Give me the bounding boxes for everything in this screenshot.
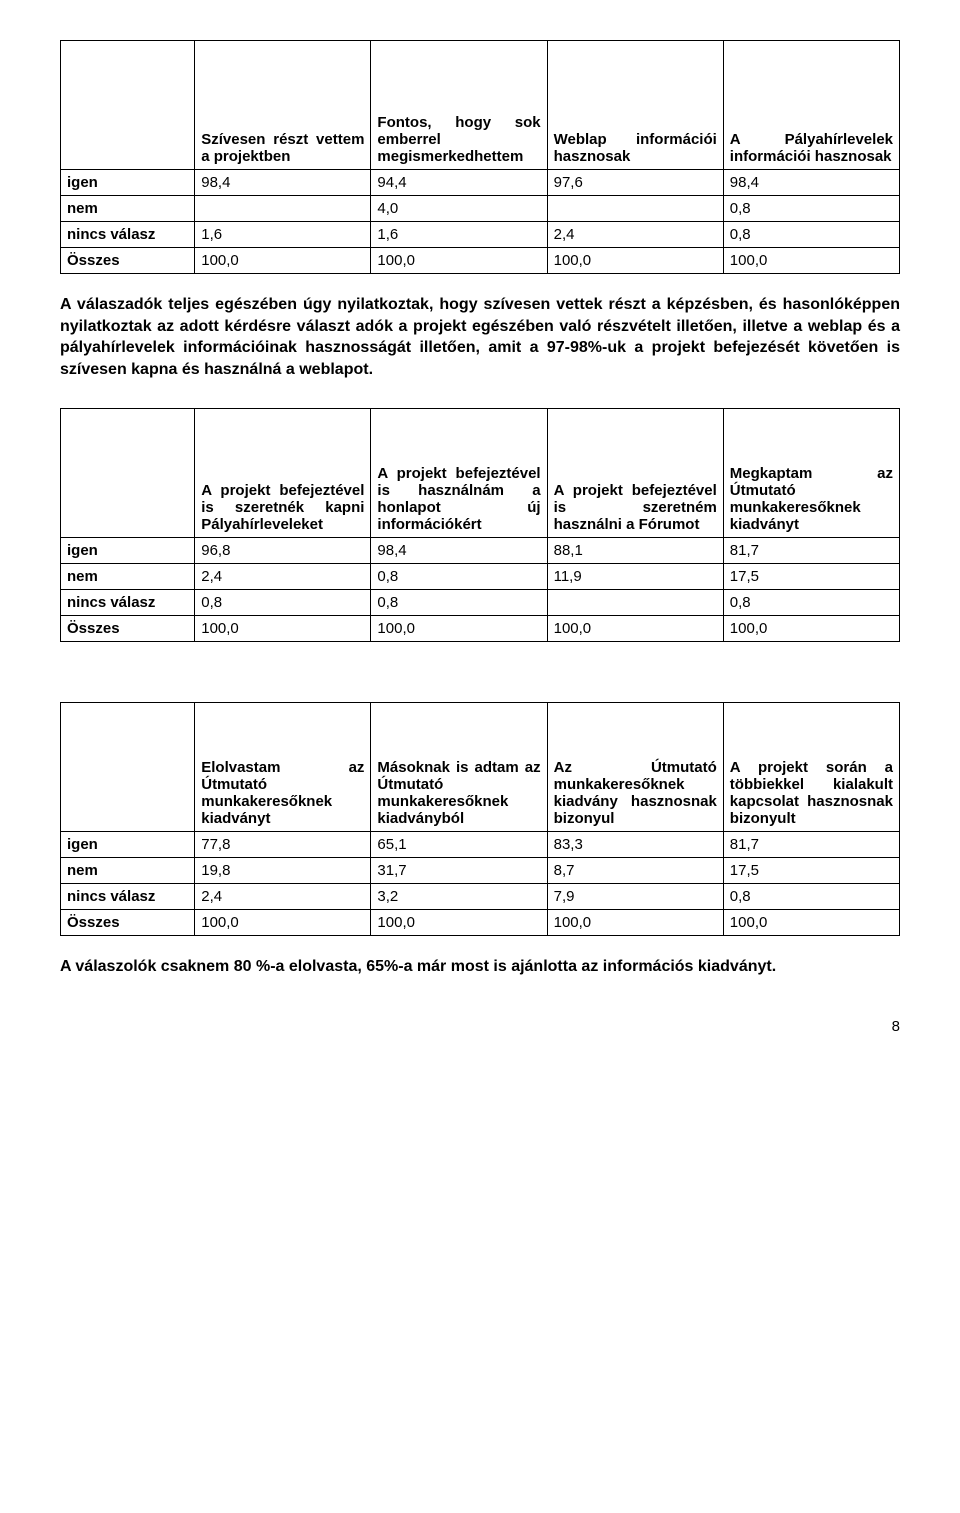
cell: 81,7 — [723, 538, 899, 564]
cell: 83,3 — [547, 832, 723, 858]
cell — [547, 590, 723, 616]
cell: 100,0 — [547, 248, 723, 274]
col-3: Az Útmutató munkakeresőknek kiadvány has… — [547, 703, 723, 832]
col-blank — [61, 703, 195, 832]
row-label: Összes — [61, 910, 195, 936]
paragraph-2: A válaszolók csaknem 80 %-a elolvasta, 6… — [60, 956, 900, 978]
table-row: Összes 100,0 100,0 100,0 100,0 — [61, 248, 900, 274]
table-header-row: Elolvastam az Útmutató munkakeresőknek k… — [61, 703, 900, 832]
cell: 97,6 — [547, 170, 723, 196]
page-number: 8 — [60, 1018, 900, 1035]
cell: 8,7 — [547, 858, 723, 884]
col-4: A projekt során a többiekkel kialakult k… — [723, 703, 899, 832]
cell: 0,8 — [723, 196, 899, 222]
table-row: nincs válasz 1,6 1,6 2,4 0,8 — [61, 222, 900, 248]
row-label: nem — [61, 858, 195, 884]
row-label: Összes — [61, 616, 195, 642]
cell: 100,0 — [723, 616, 899, 642]
row-label: nincs válasz — [61, 884, 195, 910]
table-row: igen 98,4 94,4 97,6 98,4 — [61, 170, 900, 196]
row-label: igen — [61, 538, 195, 564]
cell: 98,4 — [195, 170, 371, 196]
cell: 4,0 — [371, 196, 547, 222]
col-blank — [61, 409, 195, 538]
col-2: Másoknak is adtam az Útmutató munkakeres… — [371, 703, 547, 832]
col-2: Fontos, hogy sok emberrel megismerkedhet… — [371, 41, 547, 170]
cell: 100,0 — [195, 910, 371, 936]
cell: 2,4 — [195, 884, 371, 910]
cell: 2,4 — [195, 564, 371, 590]
row-label: nincs válasz — [61, 222, 195, 248]
row-label: nem — [61, 196, 195, 222]
table-header-row: Szívesen részt vettem a projektben Fonto… — [61, 41, 900, 170]
cell: 17,5 — [723, 858, 899, 884]
cell: 0,8 — [371, 564, 547, 590]
table-2: A projekt befejeztével is szeretnék kapn… — [60, 408, 900, 642]
cell: 0,8 — [723, 884, 899, 910]
col-3: A projekt befejeztével is szeretném hasz… — [547, 409, 723, 538]
cell: 96,8 — [195, 538, 371, 564]
cell: 7,9 — [547, 884, 723, 910]
table-1: Szívesen részt vettem a projektben Fonto… — [60, 40, 900, 274]
cell: 1,6 — [371, 222, 547, 248]
cell: 100,0 — [371, 616, 547, 642]
cell: 1,6 — [195, 222, 371, 248]
cell: 77,8 — [195, 832, 371, 858]
table-row: igen 96,8 98,4 88,1 81,7 — [61, 538, 900, 564]
col-2: A projekt befejeztével is használnám a h… — [371, 409, 547, 538]
table-row: nem 2,4 0,8 11,9 17,5 — [61, 564, 900, 590]
table-row: Összes 100,0 100,0 100,0 100,0 — [61, 616, 900, 642]
table-row: nem 19,8 31,7 8,7 17,5 — [61, 858, 900, 884]
cell: 94,4 — [371, 170, 547, 196]
cell: 31,7 — [371, 858, 547, 884]
cell: 11,9 — [547, 564, 723, 590]
cell — [195, 196, 371, 222]
col-blank — [61, 41, 195, 170]
col-4: Megkaptam az Útmutató munkakeresőknek ki… — [723, 409, 899, 538]
row-label: igen — [61, 170, 195, 196]
table-row: nem 4,0 0,8 — [61, 196, 900, 222]
cell: 100,0 — [195, 248, 371, 274]
cell: 17,5 — [723, 564, 899, 590]
cell: 0,8 — [195, 590, 371, 616]
cell: 98,4 — [723, 170, 899, 196]
cell: 100,0 — [547, 616, 723, 642]
row-label: nincs válasz — [61, 590, 195, 616]
cell: 98,4 — [371, 538, 547, 564]
cell: 81,7 — [723, 832, 899, 858]
cell: 0,8 — [723, 222, 899, 248]
cell: 0,8 — [371, 590, 547, 616]
row-label: igen — [61, 832, 195, 858]
col-1: Szívesen részt vettem a projektben — [195, 41, 371, 170]
cell: 3,2 — [371, 884, 547, 910]
cell — [547, 196, 723, 222]
row-label: Összes — [61, 248, 195, 274]
cell: 88,1 — [547, 538, 723, 564]
table-row: igen 77,8 65,1 83,3 81,7 — [61, 832, 900, 858]
cell: 19,8 — [195, 858, 371, 884]
table-row: Összes 100,0 100,0 100,0 100,0 — [61, 910, 900, 936]
cell: 100,0 — [371, 248, 547, 274]
table-row: nincs válasz 0,8 0,8 0,8 — [61, 590, 900, 616]
table-header-row: A projekt befejeztével is szeretnék kapn… — [61, 409, 900, 538]
row-label: nem — [61, 564, 195, 590]
cell: 100,0 — [195, 616, 371, 642]
cell: 0,8 — [723, 590, 899, 616]
col-1: Elolvastam az Útmutató munkakeresőknek k… — [195, 703, 371, 832]
cell: 100,0 — [547, 910, 723, 936]
table-row: nincs válasz 2,4 3,2 7,9 0,8 — [61, 884, 900, 910]
cell: 2,4 — [547, 222, 723, 248]
cell: 100,0 — [371, 910, 547, 936]
col-3: Weblap információi hasznosak — [547, 41, 723, 170]
paragraph-1: A válaszadók teljes egészében úgy nyilat… — [60, 294, 900, 380]
cell: 100,0 — [723, 248, 899, 274]
cell: 65,1 — [371, 832, 547, 858]
col-1: A projekt befejeztével is szeretnék kapn… — [195, 409, 371, 538]
table-3: Elolvastam az Útmutató munkakeresőknek k… — [60, 702, 900, 936]
cell: 100,0 — [723, 910, 899, 936]
col-4: A Pályahírlevelek információi hasznosak — [723, 41, 899, 170]
